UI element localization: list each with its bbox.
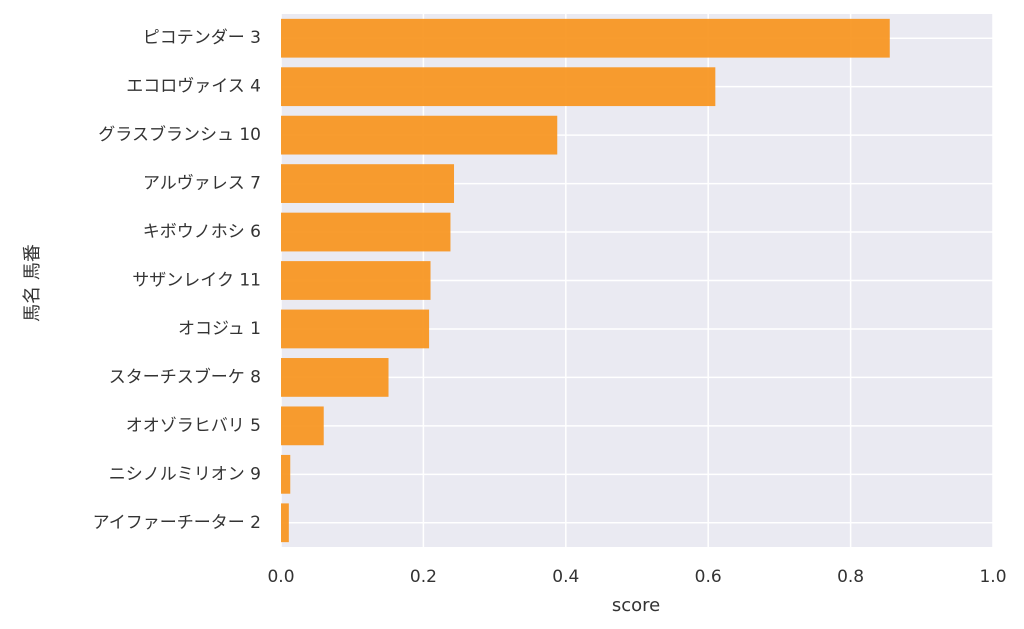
bars: [281, 18, 890, 543]
x-tick-label: 0.2: [410, 567, 437, 587]
bar: [281, 406, 324, 446]
y-tick-label: ピコテンダー 3: [143, 28, 261, 48]
y-tick-label: キボウノホシ 6: [143, 222, 261, 242]
x-tick-label: 1.0: [979, 567, 1006, 587]
y-tick-label: アイファーチーター 2: [93, 513, 261, 533]
bar: [281, 261, 431, 300]
y-tick-label: オコジュ 1: [178, 319, 261, 339]
bar: [281, 503, 289, 543]
bar: [281, 18, 890, 58]
y-tick-label: スターチスブーケ 8: [109, 366, 261, 387]
y-tick-label: グラスブランシュ 10: [98, 124, 261, 145]
bar: [281, 454, 291, 494]
bar: [281, 67, 716, 107]
x-tick-label: 0.8: [837, 567, 864, 587]
y-tick-labels: ピコテンダー 3 エコロヴァイス 4 グラスブランシュ 10 アルヴァレス 7 キボウノ…: [93, 28, 261, 533]
x-tick-label: 0.0: [267, 567, 294, 587]
bar: [281, 358, 389, 397]
bar: [281, 212, 451, 252]
y-tick-label: エコロヴァイス 4: [126, 77, 261, 97]
x-axis-label: score: [612, 595, 660, 616]
y-tick-label: オオゾラヒバリ 5: [126, 416, 261, 436]
y-tick-label: ニシノルミリオン 9: [109, 464, 261, 484]
bar: [281, 309, 430, 349]
bar: [281, 115, 558, 155]
x-tick-label: 0.4: [552, 567, 579, 587]
x-tick-labels: 0.0 0.2 0.4 0.6 0.8 1.0: [267, 567, 1006, 587]
y-tick-label: アルヴァレス 7: [143, 174, 261, 194]
bar: [281, 164, 455, 203]
x-tick-label: 0.6: [695, 567, 722, 587]
y-axis-label: 馬名 馬番: [22, 244, 43, 322]
y-tick-label: サザンレイク 11: [132, 271, 261, 291]
